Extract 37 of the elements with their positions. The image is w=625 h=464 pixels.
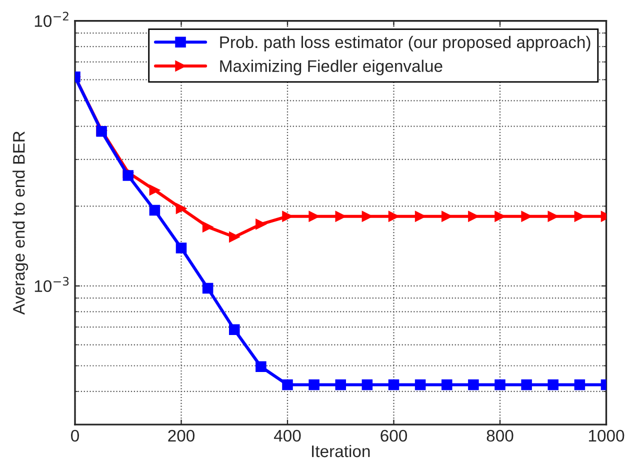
x-axis-title: Iteration <box>312 444 370 458</box>
y-tick-label: 10$^{−2}$ <box>34 12 68 27</box>
legend-label: Maximizing Fiedler eigenvalue <box>220 60 442 76</box>
point <box>176 203 187 214</box>
point <box>308 379 320 390</box>
point <box>521 211 532 222</box>
x-tick-label: 1000 <box>588 430 624 442</box>
x-tick-label: 200 <box>168 430 195 442</box>
point <box>149 184 160 196</box>
x-tick-label: 0 <box>71 430 79 442</box>
point <box>494 379 506 390</box>
point <box>228 324 240 336</box>
point <box>202 222 214 232</box>
point <box>388 379 400 390</box>
point <box>228 232 240 242</box>
point <box>256 218 266 230</box>
point <box>468 379 479 390</box>
point <box>335 379 346 390</box>
point <box>574 379 586 390</box>
x-tick-label: 800 <box>486 430 514 442</box>
point <box>441 379 452 390</box>
point <box>176 242 187 254</box>
point <box>521 379 532 390</box>
y-tick-label: 10$^{−3}$ <box>34 276 69 292</box>
point <box>414 379 426 390</box>
point <box>202 282 214 294</box>
y-axis-title: Average end to end BER <box>12 131 28 315</box>
point <box>256 361 266 372</box>
legend-label: Prob. path loss estimator (our proposed approach) <box>220 36 590 52</box>
point <box>122 170 134 181</box>
point <box>282 379 293 390</box>
point <box>149 204 160 216</box>
point <box>362 379 373 390</box>
point <box>308 211 320 222</box>
point <box>548 379 559 390</box>
x-tick-label: 400 <box>274 430 301 442</box>
x-tick-label: 600 <box>380 430 408 442</box>
